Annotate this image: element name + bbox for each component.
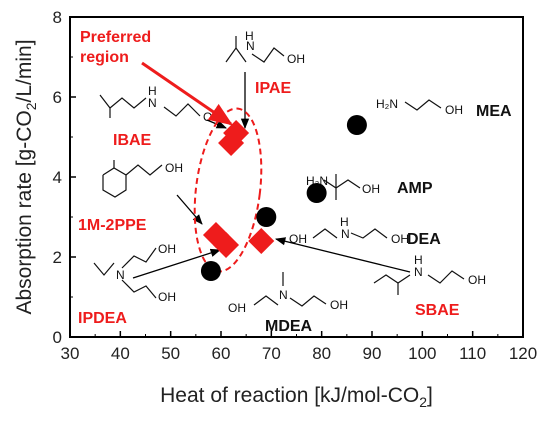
ibae-nh: H [148, 84, 157, 98]
x-tick-label: 80 [312, 344, 331, 363]
point-mdea [200, 261, 221, 281]
y-tick-label: 8 [53, 8, 62, 27]
sbae-chain [373, 274, 411, 284]
ipae-n: N [246, 39, 255, 53]
ibae-n: N [148, 96, 157, 110]
label-1m-2ppe: 1M-2PPE [78, 217, 147, 234]
mdea-oh-right: OH [330, 298, 348, 312]
label-amp: AMP [397, 180, 433, 197]
label-mea: MEA [476, 103, 512, 120]
x-tick-label: 120 [509, 344, 537, 363]
ipae-oh: OH [287, 52, 305, 66]
point-amp [306, 183, 327, 203]
mea-oh: OH [445, 103, 463, 117]
amp-center [323, 174, 337, 200]
dea-left [312, 228, 338, 239]
dea-right [350, 228, 388, 239]
sbae-nh: H [414, 253, 423, 267]
mea-h2n: H₂N [376, 97, 398, 111]
preferred-region-line: region [80, 49, 129, 66]
x-tick-label: 90 [363, 344, 382, 363]
label-ipdea: IPDEA [78, 310, 127, 327]
ipdea-oh-bot: OH [158, 290, 176, 304]
sbae-oh: OH [468, 273, 486, 287]
y-axis-title-end: /L/min] [13, 39, 36, 102]
x-axis-title: Heat of reaction [kJ/mol-CO2] [160, 384, 433, 410]
x-axis-title-sub: 2 [419, 394, 427, 410]
sbae-ethanol [427, 270, 465, 284]
y-axis-title-sub: 2 [23, 102, 39, 110]
label-mdea: MDEA [265, 318, 313, 335]
label-ibae: IBAE [113, 132, 152, 149]
mdea-oh-left: OH [228, 301, 246, 315]
y-tick-label: 6 [53, 88, 62, 107]
arrow-preferred-region [141, 61, 233, 126]
dea-nh: H [340, 215, 349, 229]
point-ibae [218, 130, 245, 156]
ipdea-isopropyl [93, 262, 115, 276]
preferred-region-line: Preferred [80, 29, 151, 46]
ipdea-oh-top: OH [158, 242, 176, 256]
ipdea-arm-down [121, 279, 157, 299]
mea-chain [404, 99, 442, 111]
label-sbae: SBAE [415, 302, 460, 319]
ibae-chain [99, 94, 147, 109]
ipae-nh: H [245, 29, 254, 43]
amp-oh: OH [362, 182, 380, 196]
x-axis-title-end: ] [427, 384, 433, 407]
label-dea: DEA [407, 231, 441, 248]
y-tick-label: 0 [53, 328, 62, 347]
point-ipdea [213, 232, 240, 258]
ibae-ethanol [163, 103, 201, 117]
y-axis-title: Absorption rate [g-CO2/L/min] [13, 39, 39, 314]
mdea-right [289, 295, 327, 307]
x-tick-label: 40 [111, 344, 130, 363]
ppe-chain [125, 164, 163, 176]
dea-oh-left: OH [289, 232, 307, 246]
mdea-n: N [279, 288, 288, 302]
y-tick-label: 4 [53, 168, 62, 187]
ppe-oh: OH [165, 161, 183, 175]
x-tick-label: 30 [61, 344, 80, 363]
mdea-left [253, 295, 279, 306]
point-sbae [248, 228, 275, 254]
arrows [132, 61, 411, 279]
arrow-sbae [274, 237, 411, 273]
ipdea-n: N [116, 268, 125, 282]
dea-oh-right: OH [391, 232, 409, 246]
annotation-labels: IPAE IBAE 1M-2PPE IPDEA SBAE MEA AMP DEA MDEA Pre… [78, 29, 512, 335]
ipae-isopropyl [225, 46, 247, 63]
ipdea-arm-up [121, 247, 157, 269]
x-tick-label: 60 [212, 344, 231, 363]
ticks: 30 40 50 60 70 80 90 100 110 120 0 2 4 6 8 [53, 8, 538, 363]
x-tick-label: 110 [459, 344, 486, 363]
arrow-ppe [176, 194, 203, 225]
label-preferred-region: Preferred region [80, 29, 151, 66]
ppe-ring [102, 167, 127, 198]
x-tick-label: 70 [262, 344, 281, 363]
x-tick-label: 50 [161, 344, 180, 363]
point-dea [256, 207, 277, 227]
ipae-chain [251, 47, 285, 63]
point-mea [346, 115, 367, 135]
dea-n: N [341, 227, 350, 241]
y-tick-label: 2 [53, 248, 62, 267]
amp-chain [335, 179, 361, 189]
data-marks [193, 107, 367, 281]
x-tick-label: 100 [408, 344, 436, 363]
sbae-n: N [414, 265, 423, 279]
arrow-ipdea [132, 248, 221, 279]
label-ipae: IPAE [255, 80, 291, 97]
